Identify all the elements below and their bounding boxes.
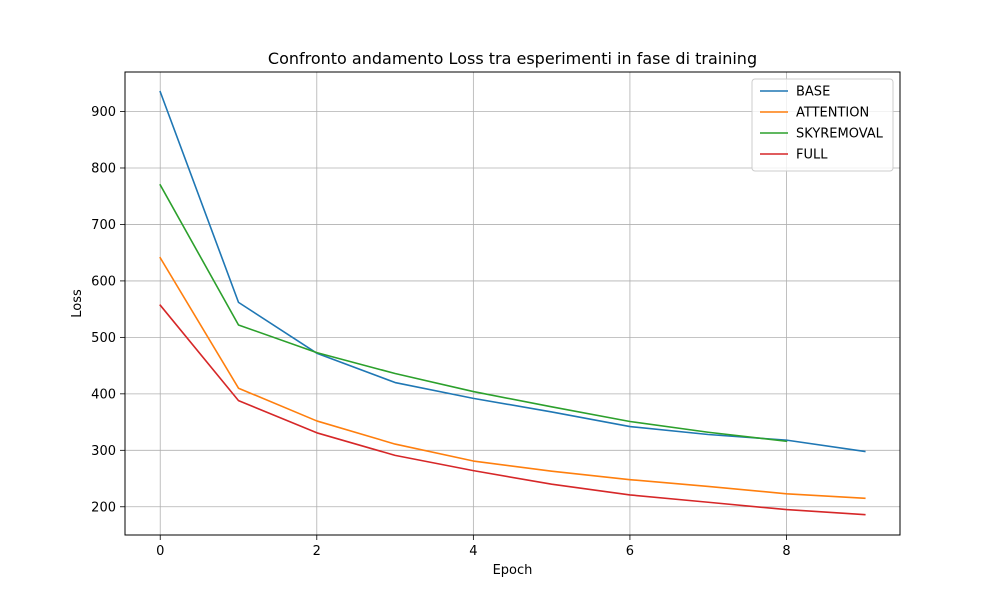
y-tick-label: 200 xyxy=(91,500,116,515)
y-tick-label: 600 xyxy=(91,274,116,289)
y-tick-label: 800 xyxy=(91,161,116,176)
legend-label: BASE xyxy=(796,85,830,100)
series-line-skyremoval xyxy=(159,183,788,443)
y-tick-label: 400 xyxy=(91,387,116,402)
legend-label: ATTENTION xyxy=(796,106,869,121)
legend-label: SKYREMOVAL xyxy=(796,127,884,142)
y-tick-label: 700 xyxy=(91,218,116,233)
x-axis-label: Epoch xyxy=(493,563,533,578)
x-tick-label: 6 xyxy=(626,544,634,559)
legend: BASE ATTENTION SKYREMOVAL FULL xyxy=(751,78,894,172)
series-line-full xyxy=(159,304,866,516)
y-axis-label: Loss xyxy=(70,289,85,318)
x-tick-label: 0 xyxy=(156,544,164,559)
grid-lines xyxy=(125,72,900,535)
legend-box xyxy=(751,78,894,172)
y-tick-label: 500 xyxy=(91,331,116,346)
chart-title: Confronto andamento Loss tra esperimenti… xyxy=(268,49,757,68)
series-lines xyxy=(159,90,866,516)
x-tick-label: 8 xyxy=(782,544,790,559)
series-line-attention xyxy=(159,256,866,500)
legend-label: FULL xyxy=(796,148,828,163)
x-tick-label: 2 xyxy=(313,544,321,559)
plot-area-frame xyxy=(124,71,901,536)
y-tick-label: 900 xyxy=(91,105,116,120)
y-tick-label: 300 xyxy=(91,444,116,459)
axis-ticks: 0 2 4 6 8 200 300 400 500 600 700 800 900 xyxy=(91,105,790,559)
x-tick-label: 4 xyxy=(469,544,477,559)
